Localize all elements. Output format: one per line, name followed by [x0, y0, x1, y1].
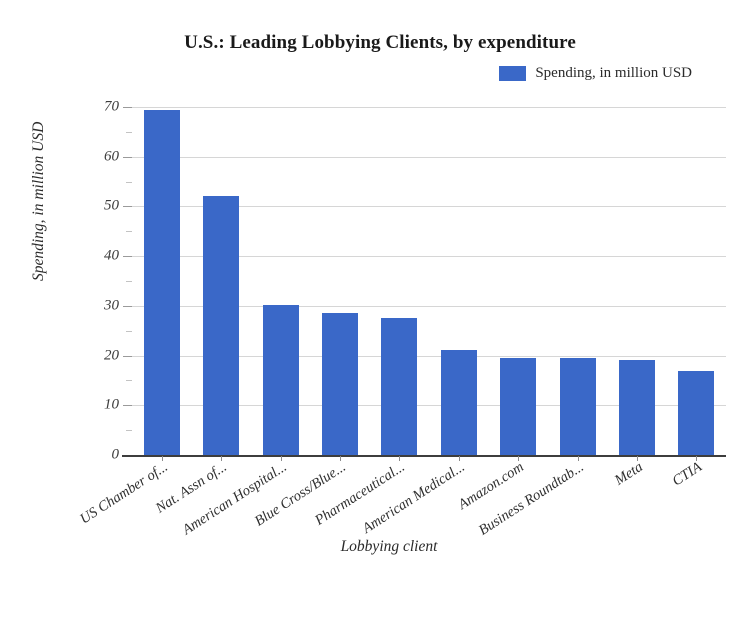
bar[interactable] [618, 359, 655, 455]
bar[interactable] [678, 370, 715, 455]
gridline [132, 156, 726, 158]
bars-layer [132, 107, 726, 455]
bar[interactable] [559, 357, 596, 455]
bar[interactable] [203, 196, 240, 455]
x-axis-tick [518, 456, 520, 461]
y-axis-tick [123, 107, 132, 108]
bar[interactable] [143, 110, 180, 455]
y-axis-minor-tick [126, 231, 132, 233]
gridline [132, 206, 726, 208]
y-axis-title: Spending, in million USD [30, 121, 47, 281]
chart-legend: Spending, in million USD [499, 65, 692, 82]
x-axis-tick [399, 456, 401, 461]
y-axis-tick [123, 156, 132, 158]
x-axis-tick [161, 456, 163, 461]
legend-label-spending: Spending, in million USD [535, 65, 692, 81]
y-axis-tick [123, 305, 132, 307]
y-axis-tick-label: 60 [104, 148, 119, 165]
y-axis-tick [123, 256, 132, 258]
x-axis-tick [280, 456, 282, 461]
x-axis-tick [458, 456, 460, 461]
y-axis-minor-tick [126, 181, 132, 183]
y-axis-tick [123, 355, 132, 357]
y-axis-tick-label: 0 [111, 446, 120, 463]
gridline [132, 107, 726, 108]
y-axis-tick-label: 10 [104, 396, 119, 413]
y-axis-minor-tick [126, 430, 132, 432]
y-axis-minor-tick [126, 380, 132, 382]
y-axis-tick-label: 30 [104, 297, 119, 314]
x-axis-tick [221, 456, 223, 461]
y-axis-tick [123, 206, 132, 208]
y-axis-minor-tick [126, 330, 132, 332]
y-axis-minor-tick [126, 281, 132, 282]
gridline [132, 305, 726, 307]
y-axis-tick-label: 70 [104, 98, 119, 115]
gridline [132, 355, 726, 357]
x-axis-tick [577, 456, 579, 461]
bar[interactable] [321, 313, 358, 455]
y-axis-tick [123, 405, 132, 407]
page-title: U.S.: Leading Lobbying Clients, by expen… [184, 32, 576, 53]
bar[interactable] [262, 304, 299, 455]
bar-chart: U.S.: Leading Lobbying Clients, by expen… [30, 32, 726, 559]
bar[interactable] [440, 350, 477, 455]
legend-swatch-spending [499, 66, 527, 81]
bar[interactable] [500, 357, 537, 455]
x-axis-title: Lobbying client [340, 538, 438, 555]
x-axis-tick [339, 456, 341, 461]
y-axis-minor-tick [126, 131, 132, 133]
x-axis-tick-labels: US Chamber of... Nat. Assn of... American … [77, 456, 726, 559]
x-axis-line [122, 455, 726, 457]
x-axis-tick [636, 456, 638, 461]
gridline [132, 256, 726, 258]
plot-area: 0 10 20 30 40 50 60 70 [104, 99, 726, 463]
gridline [132, 405, 726, 407]
y-axis-tick-label: 20 [104, 347, 119, 364]
y-axis-tick-label: 40 [104, 247, 119, 264]
y-axis-tick-label: 50 [104, 197, 119, 214]
x-axis-tick [696, 456, 698, 461]
bar[interactable] [381, 318, 418, 455]
